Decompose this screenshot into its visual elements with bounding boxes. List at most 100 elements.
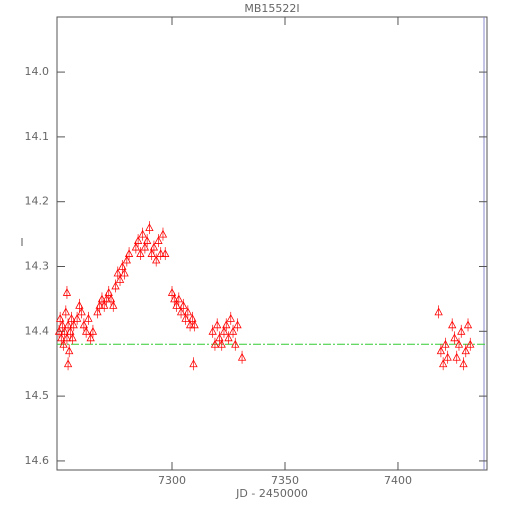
point [436,346,446,355]
point [77,307,86,316]
point [66,326,75,335]
point [213,320,222,329]
point [84,314,93,322]
point [463,320,473,329]
point [133,236,143,244]
point [452,352,461,361]
point [448,320,457,329]
point [54,326,64,335]
point [75,301,84,309]
point [115,275,125,283]
y-tick-label: 14.5 [25,389,50,402]
point [97,294,107,303]
point [154,236,163,244]
point [156,249,165,257]
point [109,301,118,309]
point [59,339,68,348]
point [102,294,111,303]
y-tick-label: 14.3 [25,260,50,273]
y-tick-label: 14.4 [25,324,50,337]
point [140,242,150,251]
point [63,359,73,368]
point [62,288,72,296]
point [131,242,141,251]
point [210,339,220,348]
point [466,339,475,348]
point [136,249,145,257]
point [217,339,226,348]
point [188,314,197,322]
point [176,307,186,316]
point [142,236,152,244]
point [88,326,98,335]
point [65,346,74,355]
y-axis-label: I [20,236,23,249]
point [57,333,66,342]
y-tick-label: 14.6 [25,454,50,467]
point [95,301,104,309]
point [124,249,134,257]
point [190,320,199,329]
point [138,229,147,238]
point [237,352,247,361]
point [63,320,73,329]
y-tick-label: 14.0 [25,65,50,78]
point [68,333,77,342]
point [219,326,229,335]
point [55,314,65,322]
point [215,333,224,342]
point [152,255,161,264]
point [170,294,179,303]
point [58,320,67,329]
point [172,301,181,309]
chart-title: MB15522I [244,2,299,15]
point [183,307,192,316]
point [167,288,177,296]
point [158,229,168,238]
point [226,314,235,322]
point [443,352,452,361]
point [149,242,159,251]
point [454,339,464,348]
point [441,339,450,348]
point [79,320,89,329]
point [104,288,113,296]
point [61,307,70,316]
point [457,326,466,335]
point [461,346,470,355]
point [122,255,131,264]
point [450,333,459,342]
point [233,320,242,329]
point [147,249,156,257]
point [179,301,188,309]
plot-frame [56,16,488,471]
point [62,333,72,342]
point [67,314,76,322]
point [120,268,129,277]
point [185,320,195,329]
point [161,249,170,257]
point [181,314,190,322]
point [113,268,122,277]
point [100,301,109,309]
x-tick-label: 7400 [384,474,412,487]
point [93,307,102,316]
point [459,359,468,368]
x-tick-label: 7300 [158,474,186,487]
x-tick-label: 7350 [271,474,299,487]
point [174,294,183,303]
point [222,320,231,329]
point [69,320,78,329]
point [224,333,233,342]
point [106,294,116,303]
point [60,326,69,335]
point [72,314,82,322]
point [118,262,127,270]
x-axis-label: JD - 2450000 [235,487,308,500]
point [145,223,154,232]
point [86,333,95,342]
y-tick-label: 14.2 [25,195,50,208]
point [208,326,217,335]
y-tick-label: 14.1 [25,130,50,143]
